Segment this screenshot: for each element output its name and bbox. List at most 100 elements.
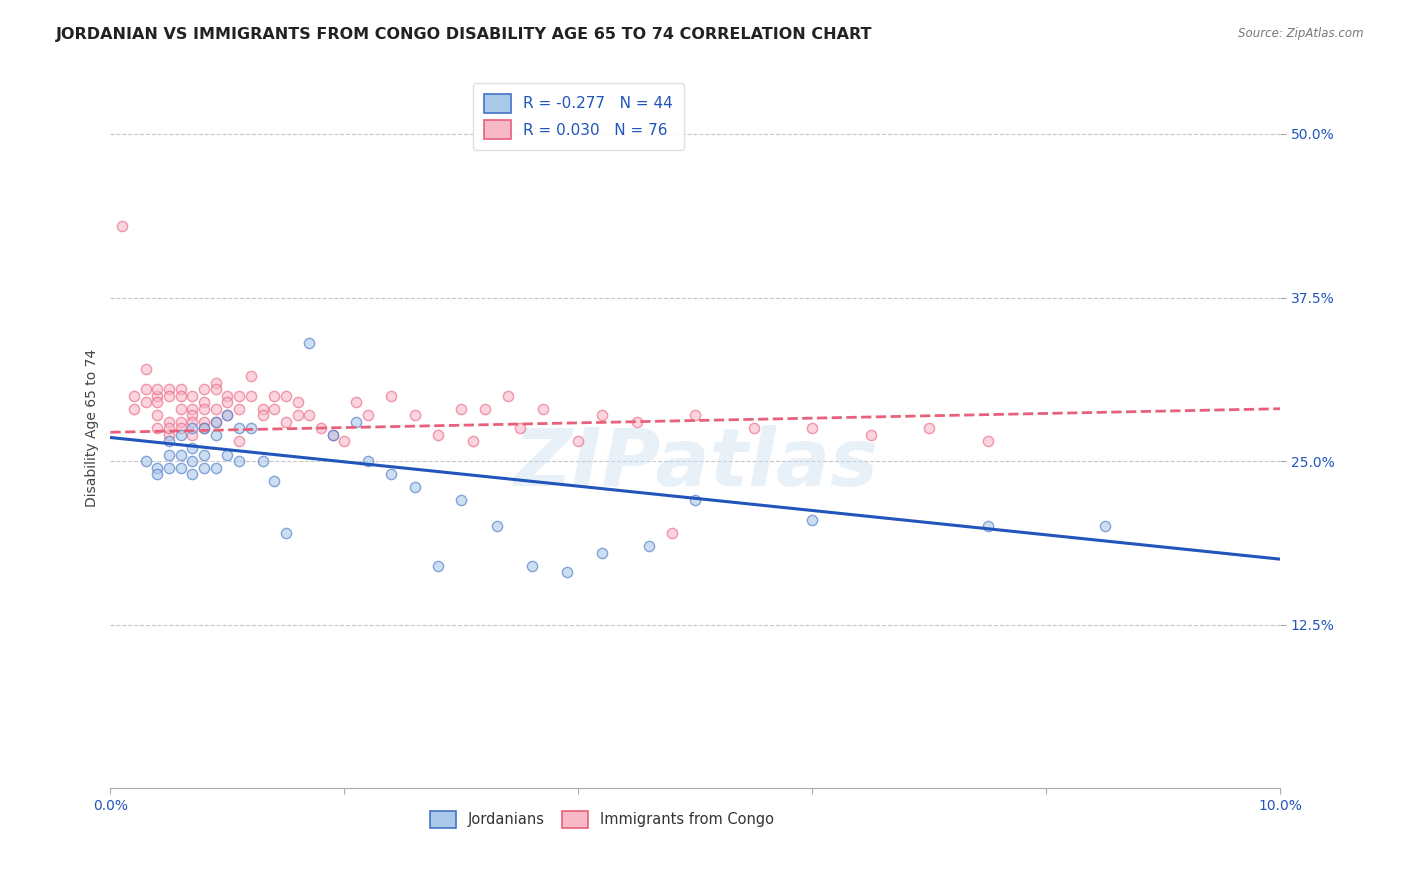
Point (918, 421, 941, 435)
Point (204, 415, 226, 429)
Point (274, 389, 297, 403)
Point (146, 467, 169, 482)
Point (181, 441, 204, 455)
Point (157, 460, 180, 475)
Point (193, 421, 215, 435)
Point (626, 415, 648, 429)
Point (287, 395, 309, 409)
Point (977, 434, 1000, 449)
Point (181, 467, 204, 482)
Point (204, 460, 226, 475)
Point (380, 467, 402, 482)
Point (193, 421, 215, 435)
Point (531, 401, 554, 416)
Point (193, 415, 215, 429)
Point (567, 434, 589, 449)
Point (193, 460, 215, 475)
Point (520, 558, 543, 573)
Point (217, 389, 239, 403)
Point (637, 539, 659, 553)
Point (217, 395, 239, 409)
Point (134, 395, 156, 409)
Point (228, 454, 250, 468)
Point (228, 434, 250, 449)
Point (859, 428, 882, 442)
Point (146, 382, 169, 396)
Point (427, 428, 450, 442)
Point (685, 409, 707, 423)
Point (357, 454, 380, 468)
Point (274, 415, 297, 429)
Point (181, 409, 204, 423)
Point (146, 389, 169, 403)
Point (169, 428, 191, 442)
Point (463, 434, 485, 449)
Point (193, 401, 215, 416)
Point (309, 421, 332, 435)
Point (977, 519, 1000, 533)
Point (217, 409, 239, 423)
Point (134, 382, 156, 396)
Point (169, 389, 191, 403)
Point (204, 376, 226, 390)
Point (169, 421, 191, 435)
Point (122, 389, 145, 403)
Point (228, 421, 250, 435)
Point (204, 428, 226, 442)
Point (252, 409, 274, 423)
Point (217, 448, 239, 462)
Point (157, 415, 180, 429)
Point (122, 401, 145, 416)
Point (344, 395, 367, 409)
Point (404, 409, 426, 423)
Point (169, 448, 191, 462)
Point (204, 382, 226, 396)
Point (169, 401, 191, 416)
Legend: Jordanians, Immigrants from Congo: Jordanians, Immigrants from Congo (422, 804, 782, 835)
Point (801, 421, 824, 435)
Point (181, 415, 204, 429)
Point (357, 409, 380, 423)
Point (287, 409, 309, 423)
Point (801, 513, 824, 527)
Point (742, 421, 765, 435)
Point (169, 382, 191, 396)
Point (146, 421, 169, 435)
Text: ZIPatlas: ZIPatlas (513, 425, 877, 503)
Point (193, 395, 215, 409)
Point (555, 566, 578, 580)
Point (485, 519, 508, 533)
Point (591, 409, 613, 423)
Point (157, 434, 180, 449)
Point (496, 389, 519, 403)
Point (181, 389, 204, 403)
Point (228, 389, 250, 403)
Point (661, 526, 683, 541)
Point (146, 460, 169, 475)
Point (134, 454, 156, 468)
Point (591, 546, 613, 560)
Point (239, 389, 262, 403)
Point (274, 526, 297, 541)
Point (157, 382, 180, 396)
Point (157, 389, 180, 403)
Y-axis label: Disability Age 65 to 74: Disability Age 65 to 74 (86, 350, 100, 508)
Point (169, 415, 191, 429)
Point (298, 409, 321, 423)
Point (474, 401, 496, 416)
Point (217, 409, 239, 423)
Point (204, 401, 226, 416)
Point (509, 421, 531, 435)
Point (450, 493, 472, 508)
Point (263, 389, 285, 403)
Point (263, 474, 285, 488)
Point (427, 558, 450, 573)
Point (333, 434, 356, 449)
Point (228, 401, 250, 416)
Point (146, 395, 169, 409)
Point (239, 421, 262, 435)
Point (181, 401, 204, 416)
Point (239, 369, 262, 384)
Point (1094, 519, 1116, 533)
Point (193, 382, 215, 396)
